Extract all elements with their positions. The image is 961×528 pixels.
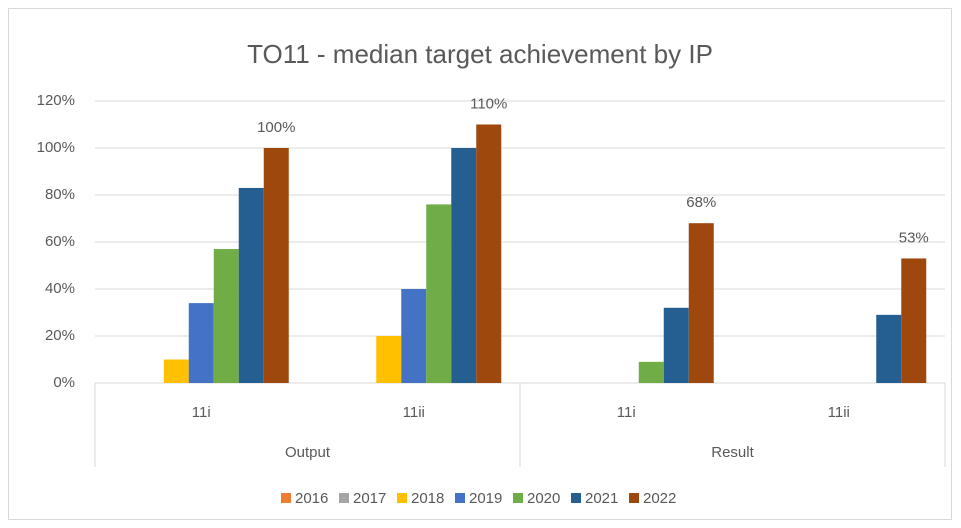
group-label: Output	[285, 444, 331, 461]
y-tick-label: 20%	[45, 327, 75, 344]
bar	[638, 361, 664, 383]
x-tick-label: 11ii	[403, 404, 425, 421]
chart-title: TO11 - median target achievement by IP	[247, 39, 713, 69]
y-tick-label: 100%	[37, 139, 75, 156]
data-label: 100%	[257, 119, 295, 136]
legend-label: 2016	[295, 490, 328, 507]
y-tick-label: 60%	[45, 233, 75, 250]
legend-label: 2019	[469, 490, 502, 507]
legend-swatch	[281, 493, 291, 503]
legend-label: 2018	[411, 490, 444, 507]
bar	[451, 148, 477, 383]
bar	[901, 258, 927, 383]
legend-label: 2021	[585, 490, 618, 507]
bar	[426, 204, 452, 383]
bar	[188, 303, 214, 383]
bar	[876, 314, 902, 383]
bar	[401, 289, 427, 383]
bar	[263, 148, 289, 383]
legend-swatch	[455, 493, 465, 503]
group-label: Result	[711, 444, 754, 461]
data-label: 110%	[470, 95, 507, 112]
legend-swatch	[397, 493, 407, 503]
y-tick-label: 0%	[53, 374, 75, 391]
legend-swatch	[571, 493, 581, 503]
legend-label: 2017	[353, 490, 386, 507]
x-tick-label: 11i	[192, 404, 211, 421]
bar	[376, 336, 402, 383]
bar	[663, 307, 689, 383]
data-label: 68%	[686, 194, 716, 211]
bar	[238, 187, 264, 383]
data-label: 53%	[899, 229, 929, 246]
bar	[213, 249, 239, 383]
x-tick-label: 11i	[617, 404, 636, 421]
legend-swatch	[513, 493, 523, 503]
bar	[476, 124, 502, 383]
x-tick-label: 11ii	[828, 404, 850, 421]
bar	[688, 223, 714, 383]
y-tick-label: 40%	[45, 280, 75, 297]
y-tick-label: 120%	[37, 92, 75, 109]
legend-label: 2022	[643, 490, 676, 507]
y-tick-label: 80%	[45, 186, 75, 203]
legend-swatch	[339, 493, 349, 503]
legend-swatch	[629, 493, 639, 503]
legend-label: 2020	[527, 490, 560, 507]
bar	[163, 359, 189, 383]
